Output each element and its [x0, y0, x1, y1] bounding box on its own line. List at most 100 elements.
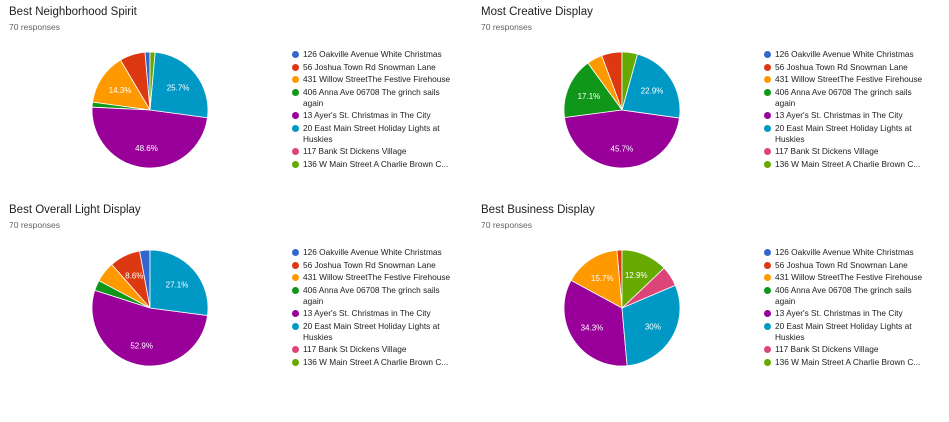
- pie-slice-20-east-main-street-holiday-lights-at-huskies: [621, 284, 681, 367]
- legend-swatch: [292, 88, 299, 96]
- legend-item-13-ayer-s-st-christmas-in-the-city: 13 Ayer's St. Christmas in The City: [764, 308, 934, 319]
- legend-item-136-w-main-street-a-charlie-brown-c: 136 W Main Street A Charlie Brown C...: [764, 357, 934, 368]
- legend-label: 117 Bank St Dickens Village: [303, 344, 407, 354]
- legend-swatch: [292, 322, 299, 330]
- chart-panel-overall-light: Best Overall Light Display 70 responses …: [0, 198, 472, 396]
- pie-slice-label: 12.9%: [625, 271, 648, 280]
- pie-slice-13-ayer-s-st-christmas-in-the-city: [563, 279, 628, 367]
- legend-item-431-willow-streetthe-festive-firehouse: 431 Willow StreetThe Festive Firehouse: [292, 74, 462, 85]
- legend-swatch: [764, 322, 771, 330]
- pie-slice-label: 30%: [645, 323, 661, 332]
- legend-item-117-bank-st-dickens-village: 117 Bank St Dickens Village: [292, 344, 462, 355]
- legend-swatch: [764, 346, 771, 353]
- chart-legend: 126 Oakville Avenue White Christmas 56 Jo…: [764, 49, 934, 171]
- legend-item-56-joshua-town-rd-snowman-lane: 56 Joshua Town Rd Snowman Lane: [292, 260, 462, 271]
- legend-swatch: [764, 286, 771, 294]
- response-count: 70 responses: [481, 220, 533, 230]
- pie-slice-label: 48.6%: [135, 144, 158, 153]
- chart-title: Best Neighborhood Spirit: [9, 6, 137, 18]
- legend-swatch: [764, 261, 771, 269]
- legend-swatch: [292, 249, 299, 256]
- legend-label: 126 Oakville Avenue White Christmas: [775, 49, 914, 59]
- pie-slice-label: 34.3%: [581, 324, 604, 333]
- legend-swatch: [764, 274, 771, 281]
- chart-title: Best Overall Light Display: [9, 204, 141, 216]
- legend-item-56-joshua-town-rd-snowman-lane: 56 Joshua Town Rd Snowman Lane: [764, 260, 934, 271]
- legend-item-136-w-main-street-a-charlie-brown-c: 136 W Main Street A Charlie Brown C...: [292, 357, 462, 368]
- pie-slice-label: 22.9%: [641, 86, 664, 95]
- legend-label: 431 Willow StreetThe Festive Firehouse: [303, 272, 451, 282]
- legend-label: 406 Anna Ave 06708 The grinch sails agai…: [775, 284, 912, 306]
- legend-item-406-anna-ave-06708-the-grinch-sails-again: 406 Anna Ave 06708 The grinch sails agai…: [764, 285, 934, 307]
- pie-slice-label: 15.7%: [591, 274, 614, 283]
- legend-item-117-bank-st-dickens-village: 117 Bank St Dickens Village: [764, 344, 934, 355]
- legend-item-13-ayer-s-st-christmas-in-the-city: 13 Ayer's St. Christmas in The City: [764, 110, 934, 121]
- legend-swatch: [764, 310, 771, 317]
- legend-swatch: [764, 148, 771, 155]
- legend-label: 136 W Main Street A Charlie Brown C...: [303, 356, 449, 367]
- pie-chart: 8.6% 52.9% 27.1%: [91, 249, 209, 367]
- legend-swatch: [292, 310, 299, 317]
- chart-panel-neighborhood-spirit: Best Neighborhood Spirit 70 responses 14…: [0, 0, 472, 198]
- legend-label: 406 Anna Ave 06708 The grinch sails agai…: [775, 86, 912, 108]
- legend-swatch: [764, 76, 771, 83]
- legend-swatch: [764, 358, 771, 366]
- legend-swatch: [764, 63, 771, 71]
- pie-slice-431-willow-streetthe-festive-firehouse: [570, 249, 623, 309]
- legend-item-13-ayer-s-st-christmas-in-the-city: 13 Ayer's St. Christmas in The City: [292, 308, 462, 319]
- pie-slice-406-anna-ave-06708-the-grinch-sails-again: [563, 62, 623, 119]
- legend-item-20-east-main-street-holiday-lights-at-huskies: 20 East Main Street Holiday Lights at Hu…: [764, 321, 934, 343]
- legend-swatch: [292, 112, 299, 119]
- pie-chart: 15.7% 34.3% 30% 12.9%: [563, 249, 681, 367]
- legend-item-56-joshua-town-rd-snowman-lane: 56 Joshua Town Rd Snowman Lane: [764, 62, 934, 73]
- pie-slice-13-ayer-s-st-christmas-in-the-city: [91, 289, 208, 367]
- legend-label: 406 Anna Ave 06708 The grinch sails agai…: [303, 86, 440, 108]
- legend-item-126-oakville-avenue-white-christmas: 126 Oakville Avenue White Christmas: [764, 49, 934, 60]
- legend-item-431-willow-streetthe-festive-firehouse: 431 Willow StreetThe Festive Firehouse: [292, 272, 462, 283]
- chart-panel-most-creative: Most Creative Display 70 responses 17.1%…: [472, 0, 944, 198]
- legend-item-136-w-main-street-a-charlie-brown-c: 136 W Main Street A Charlie Brown C...: [292, 159, 462, 170]
- legend-item-136-w-main-street-a-charlie-brown-c: 136 W Main Street A Charlie Brown C...: [764, 159, 934, 170]
- legend-swatch: [764, 160, 771, 168]
- legend-label: 20 East Main Street Holiday Lights at Hu…: [303, 320, 440, 342]
- response-count: 70 responses: [481, 22, 533, 32]
- legend-label: 406 Anna Ave 06708 The grinch sails agai…: [303, 284, 440, 306]
- legend-label: 20 East Main Street Holiday Lights at Hu…: [775, 122, 912, 144]
- pie-slice-13-ayer-s-st-christmas-in-the-city: [564, 109, 680, 169]
- legend-item-406-anna-ave-06708-the-grinch-sails-again: 406 Anna Ave 06708 The grinch sails agai…: [292, 285, 462, 307]
- response-count: 70 responses: [9, 220, 61, 230]
- legend-item-431-willow-streetthe-festive-firehouse: 431 Willow StreetThe Festive Firehouse: [764, 74, 934, 85]
- legend-label: 136 W Main Street A Charlie Brown C...: [775, 158, 921, 169]
- legend-item-117-bank-st-dickens-village: 117 Bank St Dickens Village: [292, 146, 462, 157]
- legend-label: 431 Willow StreetThe Festive Firehouse: [303, 74, 451, 84]
- legend-label: 56 Joshua Town Rd Snowman Lane: [303, 61, 436, 72]
- legend-label: 20 East Main Street Holiday Lights at Hu…: [303, 122, 440, 144]
- legend-swatch: [764, 88, 771, 96]
- legend-swatch: [764, 51, 771, 58]
- legend-label: 136 W Main Street A Charlie Brown C...: [303, 158, 449, 169]
- legend-label: 126 Oakville Avenue White Christmas: [775, 247, 914, 257]
- legend-swatch: [292, 286, 299, 294]
- legend-label: 13 Ayer's St. Christmas in The City: [775, 110, 903, 120]
- pie-slice-136-w-main-street-a-charlie-brown-c: [621, 249, 665, 309]
- chart-panel-business-display: Best Business Display 70 responses 15.7%…: [472, 198, 944, 396]
- legend-label: 117 Bank St Dickens Village: [775, 146, 879, 156]
- pie-chart: 17.1% 45.7% 22.9%: [563, 51, 681, 169]
- legend-swatch: [292, 261, 299, 269]
- legend-label: 431 Willow StreetThe Festive Firehouse: [775, 74, 923, 84]
- legend-label: 13 Ayer's St. Christmas in The City: [775, 308, 903, 318]
- legend-swatch: [764, 124, 771, 132]
- legend-swatch: [292, 76, 299, 83]
- legend-swatch: [292, 124, 299, 132]
- legend-swatch: [292, 346, 299, 353]
- pie-slice-431-willow-streetthe-festive-firehouse: [92, 59, 151, 111]
- pie-slice-label: 25.7%: [167, 84, 190, 93]
- chart-title: Best Business Display: [481, 204, 595, 216]
- legend-item-406-anna-ave-06708-the-grinch-sails-again: 406 Anna Ave 06708 The grinch sails agai…: [764, 87, 934, 109]
- chart-legend: 126 Oakville Avenue White Christmas 56 Jo…: [764, 247, 934, 369]
- legend-label: 56 Joshua Town Rd Snowman Lane: [775, 61, 908, 72]
- legend-swatch: [292, 63, 299, 71]
- legend-label: 126 Oakville Avenue White Christmas: [303, 49, 442, 59]
- chart-legend: 126 Oakville Avenue White Christmas 56 Jo…: [292, 247, 462, 369]
- legend-item-126-oakville-avenue-white-christmas: 126 Oakville Avenue White Christmas: [292, 247, 462, 258]
